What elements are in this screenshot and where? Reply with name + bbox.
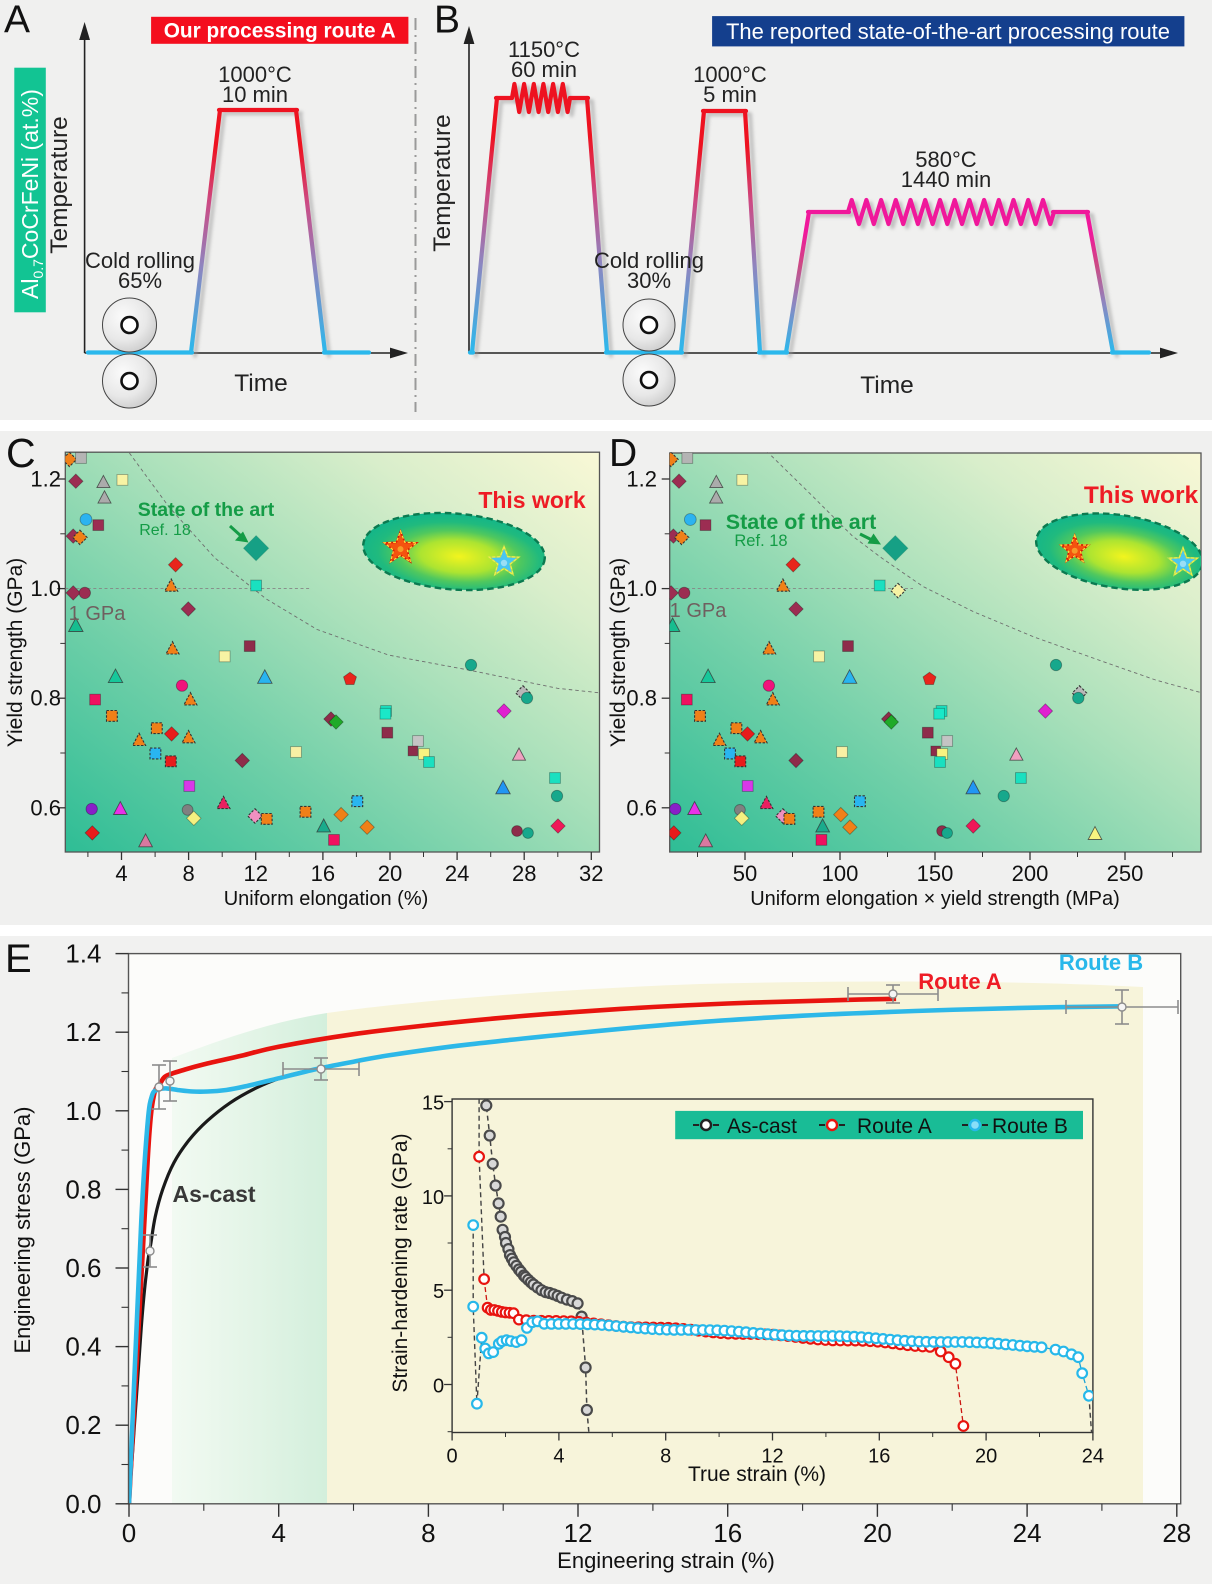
svg-text:Engineering strain (%): Engineering strain (%) <box>557 1548 775 1573</box>
svg-text:1.2: 1.2 <box>65 1017 101 1047</box>
svg-text:0.6: 0.6 <box>65 1253 101 1283</box>
svg-text:10 min: 10 min <box>222 82 288 107</box>
svg-text:0.2: 0.2 <box>65 1410 101 1440</box>
svg-text:This work: This work <box>478 487 586 513</box>
svg-text:24: 24 <box>445 861 469 886</box>
svg-text:4: 4 <box>553 1446 564 1468</box>
svg-text:8: 8 <box>421 1518 435 1548</box>
svg-text:This work: This work <box>1084 482 1199 509</box>
svg-text:4: 4 <box>271 1518 285 1548</box>
svg-text:0: 0 <box>447 1446 458 1468</box>
svg-text:1.0: 1.0 <box>626 576 657 601</box>
svg-text:32: 32 <box>579 861 603 886</box>
svg-text:1.0: 1.0 <box>30 576 61 601</box>
svg-text:28: 28 <box>1162 1518 1191 1548</box>
svg-text:8: 8 <box>660 1446 671 1468</box>
svg-text:0: 0 <box>122 1518 136 1548</box>
svg-text:250: 250 <box>1107 861 1144 886</box>
svg-text:As-cast: As-cast <box>727 1115 797 1138</box>
svg-text:1 GPa: 1 GPa <box>670 600 728 622</box>
svg-text:State of the art: State of the art <box>138 499 275 521</box>
svg-text:16: 16 <box>868 1446 890 1468</box>
svg-text:0: 0 <box>433 1376 444 1398</box>
svg-text:Time: Time <box>860 372 914 399</box>
svg-text:1000°C: 1000°C <box>693 62 767 87</box>
svg-text:D: D <box>609 432 637 475</box>
svg-text:Time: Time <box>234 370 288 397</box>
svg-text:Yield strength (GPa): Yield strength (GPa) <box>607 558 630 747</box>
svg-text:15: 15 <box>422 1093 444 1115</box>
svg-text:1 GPa: 1 GPa <box>69 603 127 625</box>
svg-text:12: 12 <box>564 1518 593 1548</box>
svg-text:20: 20 <box>378 861 402 886</box>
svg-text:4: 4 <box>115 861 127 886</box>
svg-text:580°C: 580°C <box>915 147 977 172</box>
svg-text:Ref. 18: Ref. 18 <box>734 532 787 550</box>
svg-text:The reported state-of-the-art: The reported state-of-the-art processing… <box>726 19 1170 44</box>
svg-text:Strain-hardening rate (GPa): Strain-hardening rate (GPa) <box>389 1133 412 1392</box>
svg-text:30%: 30% <box>627 268 671 293</box>
svg-text:65%: 65% <box>118 268 162 293</box>
svg-text:C: C <box>6 430 36 476</box>
svg-text:Cold rolling: Cold rolling <box>85 248 195 273</box>
svg-text:1440 min: 1440 min <box>901 167 992 192</box>
svg-text:True strain (%): True strain (%) <box>688 1463 826 1486</box>
svg-text:1.2: 1.2 <box>30 467 61 492</box>
svg-text:0.6: 0.6 <box>30 795 61 820</box>
svg-text:Ref. 18: Ref. 18 <box>139 522 191 539</box>
svg-text:1.4: 1.4 <box>65 939 101 969</box>
svg-text:28: 28 <box>512 861 536 886</box>
svg-text:Cold rolling: Cold rolling <box>594 248 704 273</box>
svg-text:Temperature: Temperature <box>429 114 456 252</box>
svg-text:10: 10 <box>422 1187 444 1209</box>
svg-text:Uniform elongation × yield str: Uniform elongation × yield strength (MPa… <box>750 888 1120 910</box>
svg-text:0.0: 0.0 <box>65 1489 101 1519</box>
svg-text:20: 20 <box>863 1518 892 1548</box>
svg-text:100: 100 <box>822 861 859 886</box>
svg-text:12: 12 <box>761 1446 783 1468</box>
svg-text:Route B: Route B <box>992 1115 1068 1138</box>
svg-text:60 min: 60 min <box>511 57 577 82</box>
svg-text:Route A: Route A <box>918 969 1002 994</box>
svg-text:8: 8 <box>182 861 194 886</box>
svg-text:Our processing route A: Our processing route A <box>164 19 396 43</box>
svg-text:1150°C: 1150°C <box>508 37 580 62</box>
svg-text:0.8: 0.8 <box>30 686 61 711</box>
svg-text:Route A: Route A <box>857 1115 932 1138</box>
svg-text:Uniform elongation (%): Uniform elongation (%) <box>224 888 429 910</box>
svg-text:Yield strength (GPa): Yield strength (GPa) <box>4 558 27 747</box>
svg-text:5 min: 5 min <box>703 82 757 107</box>
svg-text:B: B <box>434 0 460 42</box>
svg-text:150: 150 <box>917 861 954 886</box>
svg-text:Engineering stress (GPa): Engineering stress (GPa) <box>10 1107 35 1354</box>
svg-text:5: 5 <box>433 1281 444 1303</box>
svg-text:16: 16 <box>311 861 335 886</box>
svg-text:0.4: 0.4 <box>65 1332 101 1362</box>
svg-text:50: 50 <box>733 861 757 886</box>
svg-text:1.0: 1.0 <box>65 1096 101 1126</box>
svg-text:200: 200 <box>1012 861 1049 886</box>
svg-text:As-cast: As-cast <box>173 1181 256 1207</box>
svg-text:0.8: 0.8 <box>626 686 657 711</box>
svg-text:1.2: 1.2 <box>626 467 657 492</box>
svg-text:20: 20 <box>975 1446 997 1468</box>
svg-text:24: 24 <box>1082 1446 1104 1468</box>
svg-text:E: E <box>5 937 32 981</box>
svg-text:A: A <box>4 0 30 42</box>
svg-text:State of the art: State of the art <box>726 510 877 534</box>
svg-text:16: 16 <box>713 1518 742 1548</box>
svg-text:1000°C: 1000°C <box>218 62 292 87</box>
svg-text:Temperature: Temperature <box>46 116 73 254</box>
svg-text:0.6: 0.6 <box>626 795 657 820</box>
svg-text:0.8: 0.8 <box>65 1174 101 1204</box>
svg-text:12: 12 <box>243 861 267 886</box>
svg-text:Al0.7CoCrFeNi (at.%): Al0.7CoCrFeNi (at.%) <box>17 89 46 299</box>
svg-text:24: 24 <box>1013 1518 1042 1548</box>
